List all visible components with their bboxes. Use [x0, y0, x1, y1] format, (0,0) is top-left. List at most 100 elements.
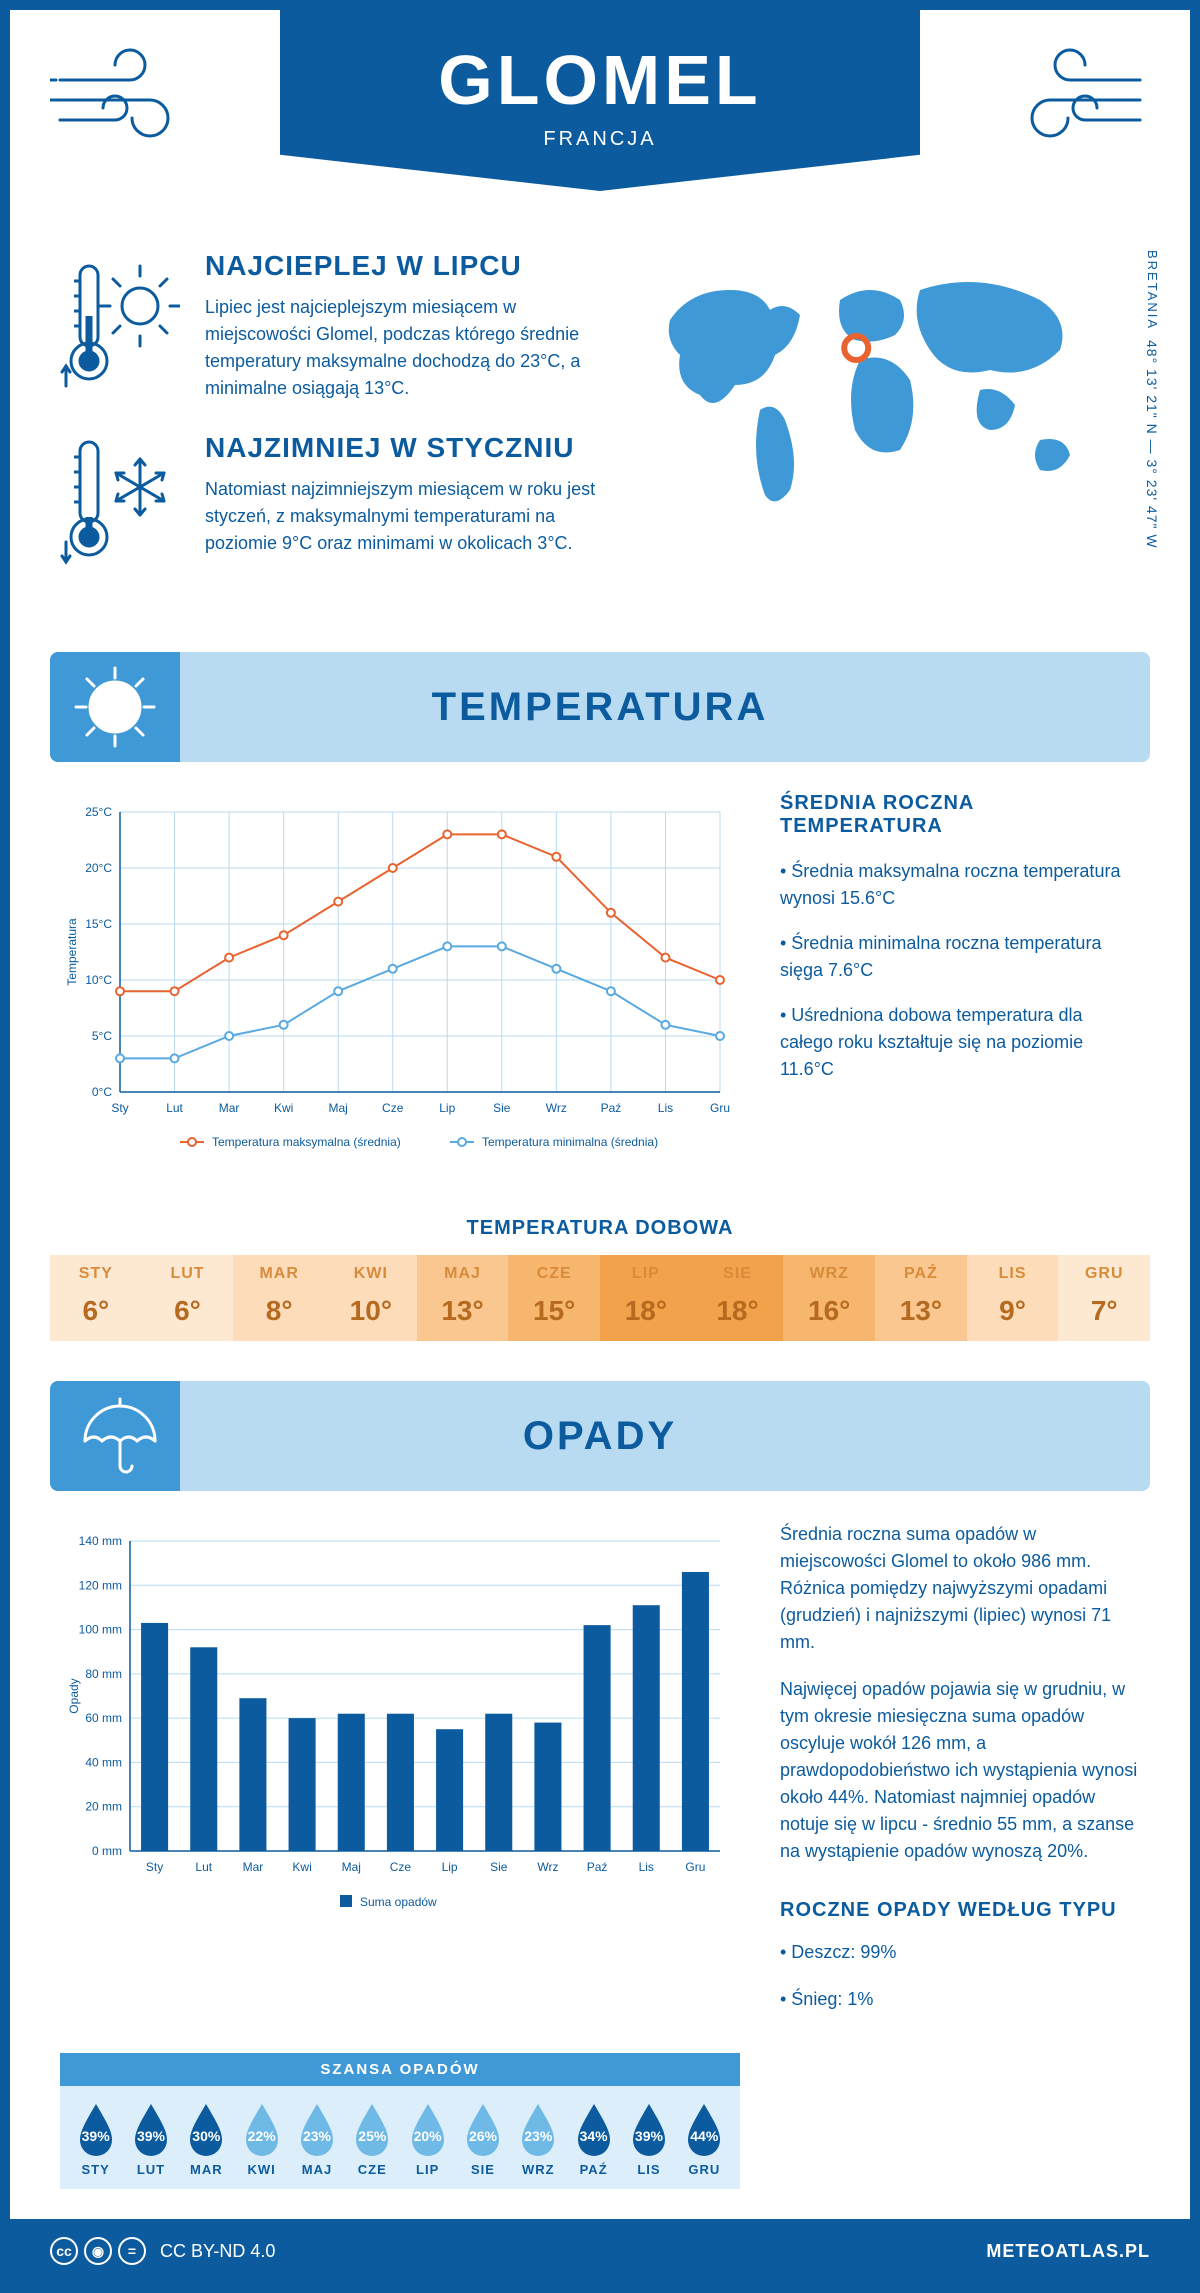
raindrop-icon: 20% — [406, 2100, 450, 2156]
precipitation-section-header: OPADY — [50, 1381, 1150, 1491]
svg-text:Kwi: Kwi — [274, 1101, 293, 1115]
cc-icon: cc — [50, 2237, 78, 2265]
chance-cell: 25% CZE — [345, 2100, 400, 2177]
region-label: BRETANIA — [1145, 250, 1160, 330]
svg-text:Lip: Lip — [442, 1860, 458, 1874]
temp-text-line: • Średnia maksymalna roczna temperatura … — [780, 858, 1140, 912]
site-label: METEOATLAS.PL — [986, 2241, 1150, 2262]
raindrop-icon: 34% — [572, 2100, 616, 2156]
svg-text:100 mm: 100 mm — [79, 1623, 122, 1637]
cold-fact: NAJZIMNIEJ W STYCZNIU Natomiast najzimni… — [60, 432, 610, 572]
nd-icon: = — [118, 2237, 146, 2265]
temperature-section-header: TEMPERATURA — [50, 652, 1150, 762]
chance-cell: 30% MAR — [179, 2100, 234, 2177]
raindrop-icon: 23% — [516, 2100, 560, 2156]
chance-cell: 23% WRZ — [511, 2100, 566, 2177]
precipitation-chance-panel: SZANSA OPADÓW 39% STY 39% LUT 30% — [60, 2053, 740, 2189]
svg-text:60 mm: 60 mm — [85, 1711, 122, 1725]
svg-text:Temperatura maksymalna (średni: Temperatura maksymalna (średnia) — [212, 1135, 401, 1149]
sun-icon — [50, 652, 180, 762]
daily-cell: SIE18° — [692, 1255, 784, 1341]
daily-cell: MAJ13° — [417, 1255, 509, 1341]
chance-cell: 22% KWI — [234, 2100, 289, 2177]
chance-cell: 44% GRU — [677, 2100, 732, 2177]
svg-text:Wrz: Wrz — [546, 1101, 567, 1115]
daily-cell: PAŹ13° — [875, 1255, 967, 1341]
svg-text:Lut: Lut — [166, 1101, 183, 1115]
temp-text-line: • Średnia minimalna roczna temperatura s… — [780, 930, 1140, 984]
raindrop-icon: 44% — [682, 2100, 726, 2156]
svg-text:25°C: 25°C — [85, 805, 112, 819]
chance-cell: 39% LIS — [621, 2100, 676, 2177]
svg-text:0 mm: 0 mm — [92, 1844, 122, 1858]
chance-cell: 26% SIE — [455, 2100, 510, 2177]
chance-cell: 23% MAJ — [289, 2100, 344, 2177]
daily-cell: LIS9° — [967, 1255, 1059, 1341]
temperature-line-chart: 0°C5°C10°C15°C20°C25°CStyLutMarKwiMajCze… — [60, 792, 740, 1177]
footer: cc ◉ = CC BY-ND 4.0 METEOATLAS.PL — [10, 2219, 1190, 2283]
raindrop-icon: 25% — [350, 2100, 394, 2156]
svg-text:Paź: Paź — [601, 1101, 622, 1115]
precip-type-heading: ROCZNE OPADY WEDŁUG TYPU — [780, 1895, 1140, 1925]
svg-text:Maj: Maj — [329, 1101, 348, 1115]
temp-text-line: • Uśredniona dobowa temperatura dla całe… — [780, 1002, 1140, 1083]
raindrop-icon: 26% — [461, 2100, 505, 2156]
cold-fact-text: Natomiast najzimniejszym miesiącem w rok… — [205, 476, 610, 557]
chance-cell: 20% LIP — [400, 2100, 455, 2177]
license-label: CC BY-ND 4.0 — [160, 2241, 275, 2262]
intro-section: NAJCIEPLEJ W LIPCU Lipiec jest najcieple… — [10, 250, 1190, 632]
daily-cell: CZE15° — [508, 1255, 600, 1341]
svg-text:5°C: 5°C — [92, 1029, 112, 1043]
umbrella-icon — [50, 1381, 180, 1491]
svg-text:120 mm: 120 mm — [79, 1578, 122, 1592]
svg-text:0°C: 0°C — [92, 1085, 112, 1099]
svg-text:Mar: Mar — [243, 1860, 264, 1874]
page-title: GLOMEL — [280, 40, 920, 120]
svg-text:Cze: Cze — [390, 1860, 412, 1874]
country-label: FRANCJA — [280, 128, 920, 151]
raindrop-icon: 23% — [295, 2100, 339, 2156]
svg-text:Opady: Opady — [67, 1678, 81, 1713]
svg-text:Sty: Sty — [146, 1860, 163, 1874]
svg-text:Sie: Sie — [493, 1101, 511, 1115]
raindrop-icon: 39% — [74, 2100, 118, 2156]
world-map: BRETANIA 48° 13' 21" N — 3° 23' 47" W — [640, 250, 1140, 602]
svg-text:10°C: 10°C — [85, 973, 112, 987]
precip-type-line: • Śnieg: 1% — [780, 1986, 1140, 2013]
hot-fact-title: NAJCIEPLEJ W LIPCU — [205, 250, 610, 282]
svg-text:Paź: Paź — [587, 1860, 608, 1874]
svg-text:Lip: Lip — [439, 1101, 455, 1115]
svg-text:Lis: Lis — [639, 1860, 654, 1874]
svg-text:Temperatura: Temperatura — [65, 918, 79, 986]
svg-text:20 mm: 20 mm — [85, 1800, 122, 1814]
precipitation-title: OPADY — [523, 1414, 677, 1459]
svg-text:Suma opadów: Suma opadów — [360, 1895, 437, 1909]
cold-fact-title: NAJZIMNIEJ W STYCZNIU — [205, 432, 610, 464]
daily-cell: KWI10° — [325, 1255, 417, 1341]
precip-type-line: • Deszcz: 99% — [780, 1939, 1140, 1966]
raindrop-icon: 30% — [184, 2100, 228, 2156]
daily-cell: MAR8° — [233, 1255, 325, 1341]
temp-text-heading: ŚREDNIA ROCZNA TEMPERATURA — [780, 792, 1140, 838]
chance-cell: 34% PAŹ — [566, 2100, 621, 2177]
chance-cell: 39% STY — [68, 2100, 123, 2177]
wind-icon-left — [50, 40, 210, 165]
daily-cell: GRU7° — [1058, 1255, 1150, 1341]
chance-title: SZANSA OPADÓW — [60, 2053, 740, 2086]
daily-cell: LIP18° — [600, 1255, 692, 1341]
daily-cell: WRZ16° — [783, 1255, 875, 1341]
svg-text:Temperatura minimalna (średnia: Temperatura minimalna (średnia) — [482, 1135, 658, 1149]
by-icon: ◉ — [84, 2237, 112, 2265]
svg-text:Sty: Sty — [111, 1101, 128, 1115]
svg-text:15°C: 15°C — [85, 917, 112, 931]
daily-temp-table: STY6°LUT6°MAR8°KWI10°MAJ13°CZE15°LIP18°S… — [50, 1255, 1150, 1341]
raindrop-icon: 22% — [240, 2100, 284, 2156]
coords-label: 48° 13' 21" N — 3° 23' 47" W — [1144, 340, 1160, 549]
thermometer-sun-icon — [60, 250, 180, 402]
header: GLOMEL FRANCJA — [10, 10, 1190, 250]
daily-temp-title: TEMPERATURA DOBOWA — [10, 1217, 1190, 1240]
svg-text:20°C: 20°C — [85, 861, 112, 875]
svg-text:Wrz: Wrz — [537, 1860, 558, 1874]
precipitation-bar-chart: 0 mm20 mm40 mm60 mm80 mm100 mm120 mm140 … — [60, 1521, 740, 2033]
svg-text:Maj: Maj — [342, 1860, 361, 1874]
